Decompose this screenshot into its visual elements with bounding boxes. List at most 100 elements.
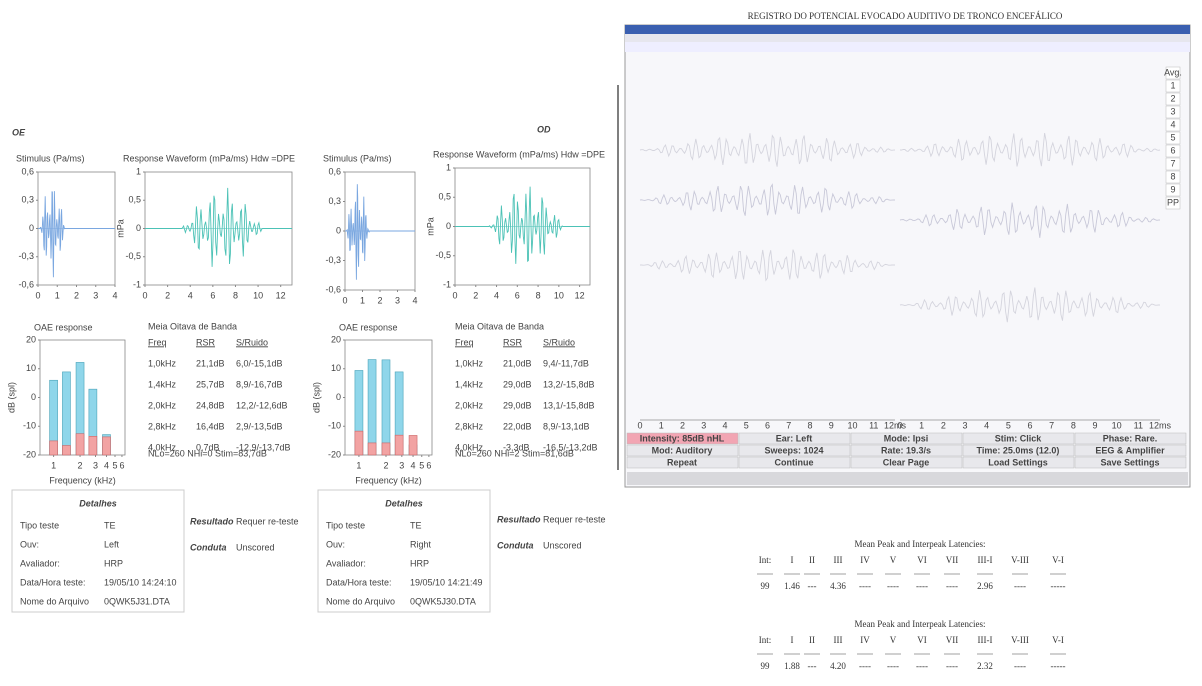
x-tick-label: 0 [35, 290, 40, 300]
y-tick-label: -0,3 [18, 251, 34, 261]
band-cell: 1,4kHz [455, 379, 484, 389]
y-tick-label: -0,6 [325, 284, 341, 294]
details-value: Right [410, 539, 432, 549]
latency-cell: 2.96 [977, 581, 993, 591]
y-tick-label: 0,6 [328, 166, 341, 176]
latency-cell: 2.32 [977, 661, 993, 671]
band-cell: 25,7dB [196, 379, 225, 389]
x-tick-label: 0 [452, 290, 457, 300]
side-button-label: 3 [1170, 106, 1175, 116]
panel-cell-label: Continue [775, 457, 814, 467]
latency-cell: 1.46 [784, 581, 800, 591]
latency-header: Int: [759, 555, 772, 565]
x-axis-label: Frequency (kHz) [355, 475, 422, 485]
abr-axis-label: 7 [1049, 420, 1054, 430]
x-tick-label: 1 [51, 460, 56, 470]
latency-header: VII [946, 555, 959, 565]
latency-cell: --- [808, 581, 817, 591]
latency-header: IV [860, 555, 870, 565]
band-cell: 12,2/-12,6dB [236, 400, 288, 410]
side-button-label: PP [1167, 197, 1179, 207]
x-tick-label: 6 [210, 290, 215, 300]
latency-header: V-III [1011, 635, 1029, 645]
band-cell: 1,4kHz [148, 379, 177, 389]
abr-axis-label: 5 [1006, 420, 1011, 430]
panel-cell-label: Intensity: 85dB nHL [640, 433, 725, 443]
y-tick-label: 0 [29, 223, 34, 233]
y-tick-label: -20 [23, 449, 36, 459]
plot-title: Response Waveform (mPa/ms) Hdw =DPE [433, 149, 605, 159]
abr-axis-label: 9 [829, 420, 834, 430]
panel-cell-label: Sweeps: 1024 [764, 445, 823, 455]
details-label: Ouv: [326, 539, 345, 549]
page: OEStimulus (Pa/ms)0,60,30-0,3-0,601234Re… [0, 0, 1202, 686]
band-cell: 21,0dB [503, 358, 532, 368]
plot-title: OAE response [339, 322, 398, 332]
noise-bar [409, 435, 417, 455]
x-tick-label: 2 [473, 290, 478, 300]
latency-header: VI [917, 635, 927, 645]
band-header: Freq [148, 337, 167, 347]
latency-cell: --- [808, 661, 817, 671]
result-label: Resultado [497, 514, 541, 524]
band-cell: 8,9/-13,1dB [543, 421, 590, 431]
details-label: Data/Hora teste: [20, 577, 86, 587]
y-axis-label: dB (spl) [311, 382, 321, 413]
details-value: 0QWK5J30.DTA [410, 596, 476, 606]
panel-cell-label: EEG & Amplifier [1095, 445, 1165, 455]
details-value: 0QWK5J31.DTA [104, 596, 170, 606]
x-tick-label: 4 [411, 460, 416, 470]
side-button-label: 9 [1170, 184, 1175, 194]
band-cell: 16,4dB [196, 421, 225, 431]
noise-bar [382, 443, 390, 455]
x-tick-label: 6 [515, 290, 520, 300]
side-button-label: 6 [1170, 145, 1175, 155]
abr-axis-label: 6 [1027, 420, 1032, 430]
y-axis-label: mPa [425, 217, 435, 236]
y-tick-label: -0,6 [18, 279, 34, 289]
band-title: Meia Oitava de Banda [455, 321, 544, 331]
abr-axis-label: 2 [680, 420, 685, 430]
plot-title: Stimulus (Pa/ms) [323, 153, 392, 163]
details-value: TE [410, 520, 422, 530]
details-label: Ouv: [20, 539, 39, 549]
latency-header: IV [860, 635, 870, 645]
x-tick-label: 5 [112, 460, 117, 470]
x-tick-label: 2 [165, 290, 170, 300]
abr-taskbar [627, 472, 1188, 485]
x-tick-label: 3 [93, 460, 98, 470]
latency-cell: 4.20 [830, 661, 846, 671]
x-tick-label: 4 [188, 290, 193, 300]
latency-cell: 4.36 [830, 581, 846, 591]
latency-header: V-I [1052, 555, 1064, 565]
y-tick-label: 0 [336, 225, 341, 235]
result-label: Resultado [190, 516, 234, 526]
abr-axis-label: 7 [786, 420, 791, 430]
y-tick-label: -1 [443, 279, 451, 289]
band-cell: 13,2/-15,8dB [543, 379, 595, 389]
abr-axis-label: 6 [765, 420, 770, 430]
abr-axis-label: 2 [941, 420, 946, 430]
latency-header: III [834, 635, 843, 645]
plot-title: Response Waveform (mPa/ms) Hdw =DPE [123, 153, 295, 163]
noise-bar [62, 446, 70, 455]
abr-axis-label: 5 [744, 420, 749, 430]
x-tick-label: 6 [426, 460, 431, 470]
x-tick-label: 4 [112, 290, 117, 300]
abr-axis-label: 4 [984, 420, 989, 430]
details-label: Avaliador: [20, 558, 60, 568]
latency-header: VI [917, 555, 927, 565]
y-tick-label: 20 [26, 334, 36, 344]
latency-header: II [809, 635, 815, 645]
latency-cell: ---- [946, 661, 958, 671]
side-button-label: 5 [1170, 132, 1175, 142]
band-title: Meia Oitava de Banda [148, 321, 237, 331]
x-tick-label: 2 [383, 460, 388, 470]
abr-axis-label: 1 [919, 420, 924, 430]
y-tick-label: -20 [328, 449, 341, 459]
abr-axis-label: 3 [701, 420, 706, 430]
y-tick-label: 0,5 [438, 192, 451, 202]
noise-bar [50, 441, 58, 455]
band-cell: 8,9/-16,7dB [236, 379, 283, 389]
conduct-label: Conduta [190, 542, 227, 552]
